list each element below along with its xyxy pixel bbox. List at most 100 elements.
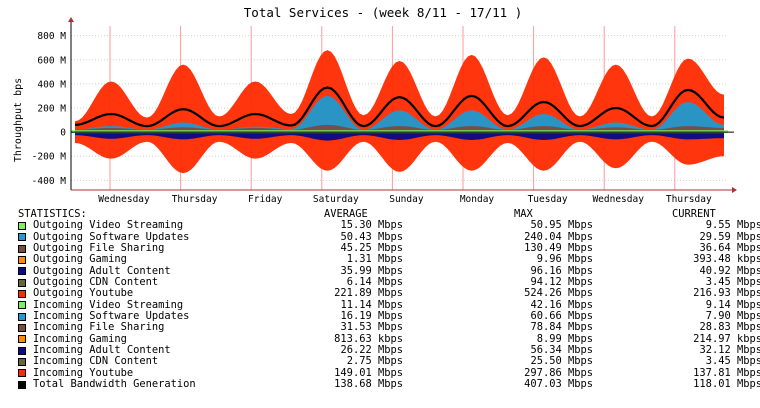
series-name: Incoming Youtube	[33, 366, 134, 379]
current-value: 118.01 Mbps	[693, 378, 760, 391]
series-name: Outgoing File Sharing	[33, 242, 165, 255]
y-axis-label: Throughput bps	[13, 78, 24, 162]
series-name: Total Bandwidth Generation	[33, 378, 196, 391]
x-tick-label: Wednesday	[592, 194, 644, 205]
statistics-header: STATISTICS: AVERAGE MAX CURRENT	[18, 208, 748, 220]
max-value: 78.84 Mbps	[530, 321, 593, 334]
y-tick-label: -200 M	[32, 152, 67, 163]
average-value: 138.68 Mbps	[334, 378, 403, 391]
statistics-row: Incoming File Sharing 31.53 Mbps 78.84 Mbp…	[18, 321, 760, 334]
legend-swatch	[18, 357, 26, 366]
current-header: CURRENT	[672, 208, 716, 220]
legend-swatch	[18, 323, 26, 332]
max-value: 240.04 Mbps	[524, 230, 593, 243]
current-value: 3.45 Mbps	[705, 355, 760, 368]
statistics-row: Outgoing CDN Content 6.14 Mbps 94.12 Mbps 3…	[18, 276, 760, 289]
legend-swatch	[18, 380, 26, 389]
current-value: 36.64 Mbps	[699, 242, 760, 255]
legend-swatch	[18, 278, 26, 287]
current-value: 216.93 Mbps	[693, 287, 760, 300]
series-area	[75, 50, 724, 133]
average-value: 15.30 Mbps	[340, 219, 403, 232]
legend-swatch	[18, 301, 26, 310]
statistics-table: STATISTICS: AVERAGE MAX CURRENT Outgoing…	[18, 208, 760, 391]
current-value: 214.97 kbps	[693, 332, 760, 345]
series-areas	[71, 50, 728, 174]
chart-title: Total Services - (week 8/11 - 17/11 )	[244, 5, 522, 20]
legend-swatch	[18, 289, 26, 298]
max-value: 25.50 Mbps	[530, 355, 593, 368]
series-line	[74, 86, 725, 128]
average-header: AVERAGE	[324, 208, 368, 220]
current-value: 393.48 kbps	[693, 253, 760, 266]
y-tick-labels: 800 M 600 M 400 M 200 M 0 -200 M -400 M	[32, 31, 67, 187]
y-tick-label: -400 M	[32, 176, 67, 187]
current-value: 32.12 Mbps	[699, 344, 760, 357]
y-tick-label: 0	[60, 128, 66, 139]
series-area	[75, 132, 724, 141]
max-value: 8.99 Mbps	[536, 332, 593, 345]
series-name: Incoming CDN Content	[33, 355, 159, 368]
series-name: Outgoing CDN Content	[33, 276, 159, 289]
statistics-row: Outgoing Youtube 221.89 Mbps 524.26 Mbps 21…	[18, 287, 760, 300]
y-axis-arrow	[68, 17, 74, 22]
legend-swatch	[18, 221, 26, 230]
x-tick-label: Saturday	[313, 194, 359, 205]
average-value: 31.53 Mbps	[340, 321, 403, 334]
axes	[68, 17, 737, 193]
series-area	[75, 95, 724, 133]
statistics-row: Incoming Video Streaming 11.14 Mbps 42.16 …	[18, 298, 760, 311]
max-value: 130.49 Mbps	[524, 242, 593, 255]
x-tick-labels: Wednesday Thursday Friday Saturday Sunday Mon…	[98, 194, 712, 205]
current-value: 137.81 Mbps	[693, 366, 760, 379]
statistics-row: Incoming CDN Content 2.75 Mbps 25.50 Mbps 3…	[18, 355, 760, 368]
series-name: Outgoing Software Updates	[33, 230, 190, 243]
statistics-row: Incoming Software Updates 16.19 Mbps 60.66…	[18, 310, 760, 323]
x-tick-label: Sunday	[389, 194, 424, 205]
statistics-label: STATISTICS:	[18, 208, 87, 220]
series-name: Outgoing Adult Content	[33, 264, 171, 277]
statistics-row: Outgoing Video Streaming 15.30 Mbps 50.95 …	[18, 219, 760, 232]
legend-swatch	[18, 233, 26, 242]
average-value: 16.19 Mbps	[340, 310, 403, 323]
current-value: 29.59 Mbps	[699, 230, 760, 243]
statistics-row: Outgoing File Sharing 45.25 Mbps 130.49 Mb…	[18, 242, 760, 255]
max-value: 50.95 Mbps	[530, 219, 593, 232]
series-name: Outgoing Video Streaming	[33, 219, 184, 232]
statistics-row: Outgoing Adult Content 35.99 Mbps 96.16 Mb…	[18, 264, 760, 277]
legend-swatch	[18, 244, 26, 253]
current-value: 9.14 Mbps	[705, 298, 760, 311]
average-value: 221.89 Mbps	[334, 287, 403, 300]
max-header: MAX	[514, 208, 533, 220]
average-value: 6.14 Mbps	[346, 276, 403, 289]
legend-swatch	[18, 312, 26, 321]
average-value: 2.75 Mbps	[346, 355, 403, 368]
statistics-row: Incoming Gaming 813.63 kbps 8.99 Mbps 214.9…	[18, 332, 760, 345]
average-value: 1.31 Mbps	[346, 253, 403, 266]
max-value: 56.34 Mbps	[530, 344, 593, 357]
series-name: Incoming Video Streaming	[33, 298, 184, 311]
average-value: 50.43 Mbps	[340, 230, 403, 243]
statistics-row: Incoming Adult Content 26.22 Mbps 56.34 Mb…	[18, 344, 760, 357]
legend-swatch	[18, 369, 26, 378]
max-value: 524.26 Mbps	[524, 287, 593, 300]
throughput-chart: Total Services - (week 8/11 - 17/11 ) Th…	[13, 5, 737, 205]
current-value: 9.55 Mbps	[705, 219, 760, 232]
average-value: 45.25 Mbps	[340, 242, 403, 255]
max-value: 9.96 Mbps	[536, 253, 593, 266]
x-tick-label: Thursday	[172, 194, 218, 205]
series-name: Outgoing Youtube	[33, 287, 134, 300]
average-value: 11.14 Mbps	[340, 298, 403, 311]
y-tick-label: 800 M	[37, 31, 66, 42]
y-tick-label: 400 M	[37, 79, 66, 90]
series-name: Incoming File Sharing	[33, 321, 165, 334]
series-name: Incoming Software Updates	[33, 310, 190, 323]
x-tick-label: Thursday	[666, 194, 712, 205]
legend-swatch	[18, 267, 26, 276]
average-value: 26.22 Mbps	[340, 344, 403, 357]
statistics-row: Outgoing Gaming 1.31 Mbps 9.96 Mbps 393.48 …	[18, 253, 760, 266]
x-tick-label: Friday	[248, 194, 283, 205]
x-tick-label: Wednesday	[98, 194, 150, 205]
current-value: 3.45 Mbps	[705, 276, 760, 289]
series-area	[75, 132, 724, 174]
